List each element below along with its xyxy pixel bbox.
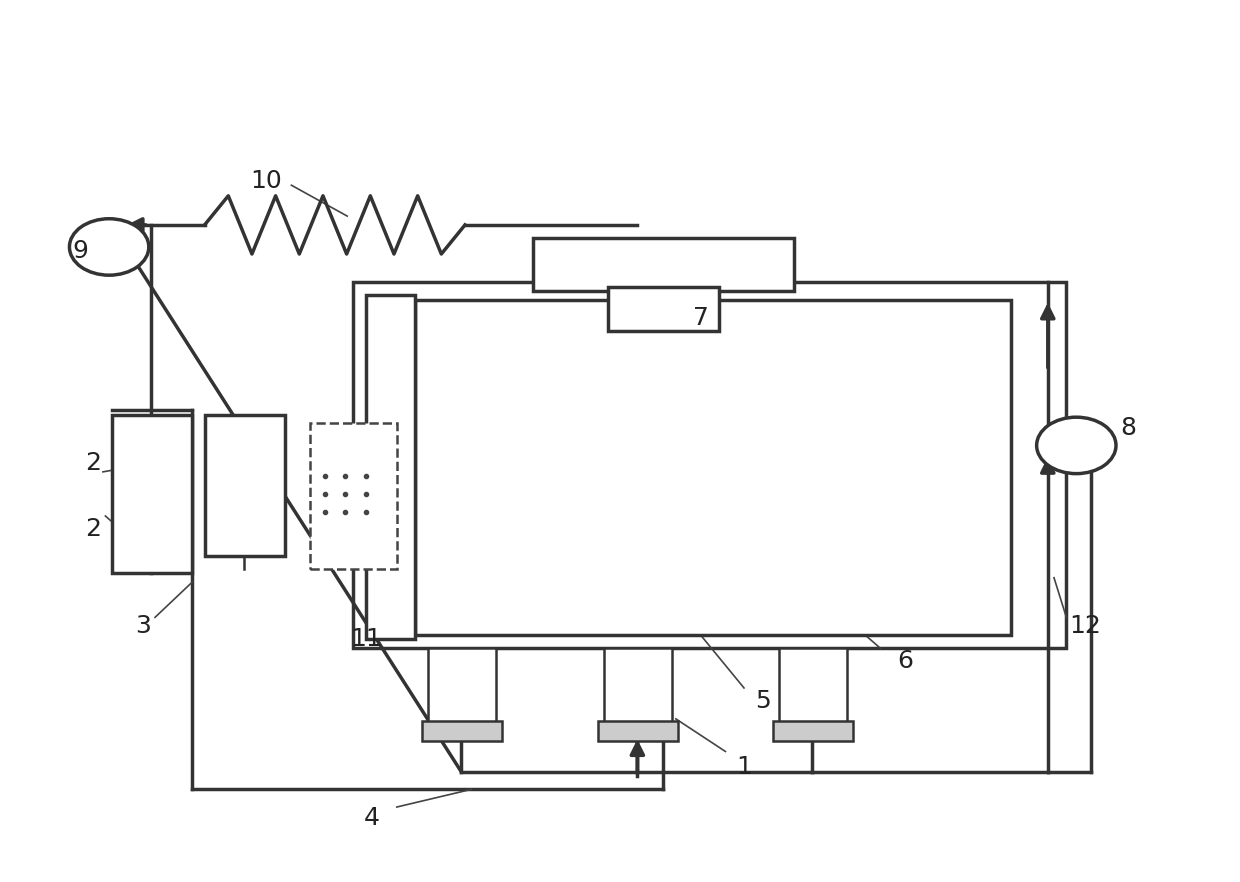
- Circle shape: [69, 219, 149, 275]
- Bar: [533, 238, 794, 291]
- Bar: [773, 721, 853, 741]
- Text: 5: 5: [755, 689, 770, 714]
- Bar: [779, 648, 847, 728]
- Text: 8: 8: [1121, 415, 1136, 440]
- Bar: [112, 415, 192, 573]
- Bar: [310, 423, 397, 569]
- Circle shape: [1037, 417, 1116, 474]
- Text: 11: 11: [350, 627, 382, 652]
- Bar: [428, 648, 496, 728]
- Bar: [353, 282, 1066, 648]
- Bar: [598, 721, 678, 741]
- Text: 12: 12: [1069, 614, 1101, 639]
- Text: 1: 1: [737, 755, 751, 780]
- Bar: [604, 648, 672, 728]
- Bar: [205, 415, 285, 556]
- Text: 2: 2: [86, 517, 100, 542]
- Text: 2: 2: [86, 451, 100, 475]
- Bar: [415, 300, 1011, 635]
- Bar: [366, 295, 415, 639]
- Text: 6: 6: [898, 649, 913, 674]
- Text: 3: 3: [135, 614, 150, 639]
- Text: 7: 7: [693, 305, 708, 330]
- Text: 4: 4: [365, 806, 379, 831]
- Bar: [415, 300, 1011, 635]
- Text: 10: 10: [250, 168, 283, 193]
- Bar: [422, 721, 502, 741]
- Bar: [608, 287, 719, 331]
- Text: 9: 9: [73, 239, 88, 264]
